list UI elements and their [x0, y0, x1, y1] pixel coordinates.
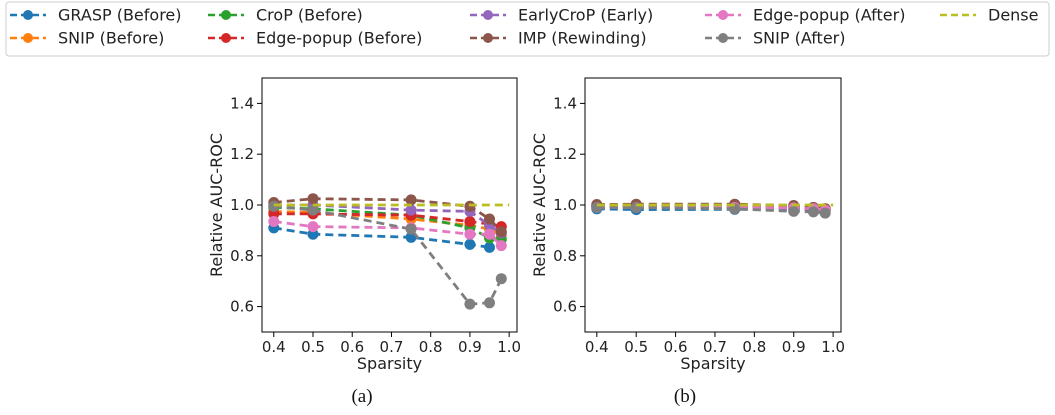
chart-panel-a: 0.4 0.5 0.6 0.7 0.8 0.9 1.0 0.6 0.8 1.0 1.2 1.4 Spar… — [207, 77, 521, 407]
y-tick-label: 0.6 — [230, 298, 254, 316]
data-point — [405, 223, 417, 235]
x-tick-label: 1.0 — [821, 338, 845, 356]
legend-label: Edge-popup (Before) — [256, 29, 422, 48]
series-line — [273, 212, 502, 228]
legend-entry-snip-before: SNIP (Before) — [10, 29, 164, 48]
y-tick-label: 0.8 — [230, 247, 254, 265]
legend-label: SNIP (After) — [753, 29, 845, 48]
data-point — [484, 241, 495, 253]
legend-label: GRASP (Before) — [58, 6, 182, 25]
legend-swatch-marker — [718, 33, 728, 43]
legend-swatch-marker — [221, 10, 231, 20]
legend: GRASP (Before) SNIP (Before) CroP (Before)… — [5, 1, 1050, 57]
legend-label: Dense — [988, 6, 1038, 25]
legend-label: IMP (Rewinding) — [518, 29, 647, 48]
legend-swatch-marker — [483, 10, 493, 20]
legend-label: CroP (Before) — [256, 6, 363, 25]
data-point — [307, 193, 319, 205]
series-line — [273, 210, 502, 237]
x-tick-label: 0.4 — [262, 338, 286, 356]
series-line — [273, 204, 503, 306]
x-tick-label: 0.6 — [340, 338, 364, 356]
legend-entry-snip-after: SNIP (After) — [705, 29, 845, 48]
y-tick-label: 1.0 — [230, 196, 254, 214]
data-point — [268, 216, 280, 227]
y-tick-label: 1.2 — [230, 145, 254, 163]
legend-label: SNIP (Before) — [58, 29, 164, 48]
y-tick-label: 0.6 — [553, 298, 577, 316]
legend-label: EarlyCroP (Early) — [518, 6, 653, 25]
series-line — [596, 206, 826, 215]
y-tick-label: 1.2 — [553, 145, 577, 163]
data-point — [495, 273, 507, 285]
series-line — [273, 226, 490, 249]
legend-entry-imp-rewinding: IMP (Rewinding) — [470, 29, 647, 48]
series-layer — [268, 193, 510, 310]
x-axis-title: Sparsity — [680, 354, 745, 373]
x-tick-label: 0.5 — [301, 338, 325, 356]
legend-swatch-marker — [483, 33, 493, 43]
x-tick-label: 0.4 — [585, 338, 609, 356]
data-point — [819, 207, 831, 219]
legend-swatch-marker — [23, 33, 33, 43]
y-tick-label: 1.0 — [553, 196, 577, 214]
y-tick-label: 1.4 — [230, 94, 254, 112]
x-tick-label: 0.8 — [419, 338, 443, 356]
x-tick-label: 0.9 — [458, 338, 482, 356]
data-point — [484, 297, 495, 309]
data-point — [405, 194, 417, 206]
legend-entry-dense: Dense — [940, 6, 1038, 25]
data-point — [307, 204, 319, 216]
data-point — [495, 226, 507, 238]
x-axis-title: Sparsity — [357, 354, 422, 373]
chart-panel-b: 0.4 0.5 0.6 0.7 0.8 0.9 1.0 0.6 0.8 1.0 1.2 1.4 Spar… — [530, 77, 845, 407]
series-snip-after — [591, 202, 831, 219]
series-line — [273, 220, 503, 247]
x-tick-label: 0.7 — [703, 338, 727, 356]
data-point — [464, 216, 476, 227]
series-grasp-before — [268, 222, 495, 253]
data-point — [405, 204, 417, 216]
x-tick-label: 1.0 — [497, 338, 521, 356]
data-point — [464, 238, 476, 250]
x-tick-label: 0.9 — [782, 338, 806, 356]
x-tick-label: 0.7 — [380, 338, 404, 356]
y-tick-label: 1.4 — [553, 94, 577, 112]
legend-swatch-marker — [23, 10, 33, 20]
data-point — [495, 240, 507, 252]
legend-swatch-marker — [718, 10, 728, 20]
data-point — [484, 213, 495, 225]
legend-entry-earlycrop-early: EarlyCroP (Early) — [470, 6, 653, 25]
legend-swatch-marker — [221, 33, 231, 43]
series-line — [596, 207, 826, 212]
series-layer — [591, 198, 834, 219]
x-tick-label: 0.6 — [664, 338, 688, 356]
panel-caption: (a) — [351, 386, 372, 407]
data-point — [464, 298, 476, 310]
legend-frame — [5, 1, 1050, 57]
legend-entry-grasp-before: GRASP (Before) — [10, 6, 182, 25]
legend-label: Edge-popup (After) — [753, 6, 905, 25]
data-point — [307, 228, 319, 240]
panel-caption: (b) — [674, 386, 696, 407]
y-axis-title: Relative AUC-ROC — [530, 133, 549, 277]
data-point — [268, 208, 280, 220]
data-point — [464, 228, 476, 240]
data-point — [307, 221, 319, 233]
data-point — [484, 228, 495, 240]
data-point — [807, 206, 819, 218]
y-axis-title: Relative AUC-ROC — [207, 133, 226, 277]
data-point — [788, 205, 800, 217]
x-tick-label: 0.5 — [624, 338, 648, 356]
legend-entry-edge-popup-after: Edge-popup (After) — [705, 6, 905, 25]
y-tick-label: 0.8 — [553, 247, 577, 265]
x-tick-label: 0.8 — [742, 338, 766, 356]
legend-entry-edge-popup-before: Edge-popup (Before) — [208, 29, 422, 48]
legend-entry-crop-before: CroP (Before) — [208, 6, 363, 25]
